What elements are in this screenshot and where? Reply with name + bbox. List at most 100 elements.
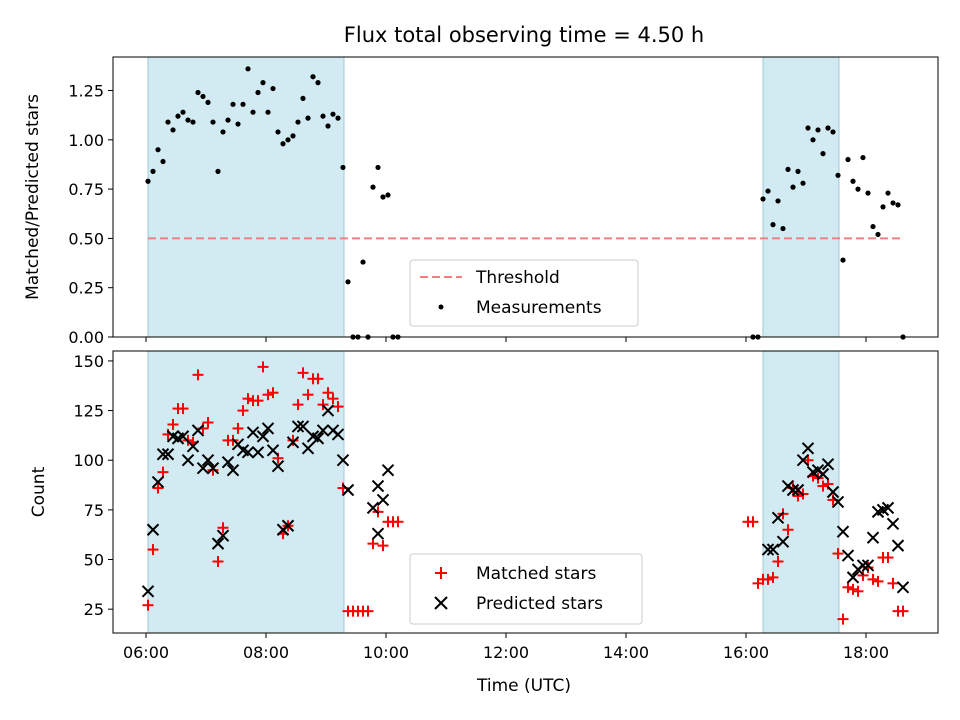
matched-star-point	[212, 556, 224, 568]
matched-star-point	[367, 538, 379, 550]
predicted-star-point	[151, 475, 165, 489]
y-tick-label: 0.25	[68, 279, 104, 298]
measurement-point	[165, 119, 171, 125]
measurement-point	[865, 190, 871, 196]
measurement-point	[345, 279, 351, 285]
measurement-point	[160, 158, 166, 165]
legend-matched-label: Matched stars	[476, 564, 596, 584]
predicted-star-point	[146, 523, 160, 536]
measurement-point	[360, 259, 366, 265]
predicted-star-point	[381, 463, 395, 477]
predicted-star-point	[301, 442, 315, 455]
x-tick-label: 14:00	[603, 643, 649, 662]
legend: Matched stars Predicted stars	[409, 553, 643, 625]
x-tick-label: 08:00	[243, 643, 289, 662]
predicted-star-point	[866, 531, 880, 544]
matched-star-point	[292, 399, 304, 411]
predicted-star-point	[776, 535, 790, 548]
measurement-point	[780, 225, 786, 232]
predicted-star-point	[861, 559, 875, 572]
y-tick-label: 125	[73, 402, 104, 421]
legend-predicted-label: Predicted stars	[476, 594, 603, 614]
predicted-star-point	[266, 444, 280, 457]
measurement-point	[875, 231, 881, 238]
predicted-star-point	[226, 463, 240, 477]
matched-star-point	[267, 387, 279, 399]
measurement-point	[810, 137, 816, 143]
y-tick-label: 0.00	[68, 328, 104, 347]
predicted-star-point	[331, 428, 345, 441]
measurement-point	[850, 178, 856, 184]
measurement-point	[790, 184, 796, 190]
matched-star-point	[207, 464, 219, 476]
matched-star-point	[867, 573, 879, 585]
measurement-point	[220, 129, 226, 135]
y-tick-label: 1.25	[68, 82, 104, 101]
predicted-star-point	[311, 432, 325, 445]
predicted-star-point	[761, 543, 775, 556]
y-axis-label: Matched/Predicted stars	[23, 94, 43, 300]
measurement-point	[800, 180, 806, 186]
matched-star-point	[332, 401, 344, 413]
matched-star-point	[242, 393, 254, 405]
legend-threshold-label: Threshold	[475, 268, 560, 288]
matched-star-point	[312, 373, 324, 385]
matched-star-point	[362, 605, 374, 617]
measurement-point	[370, 184, 376, 190]
matched-star-point	[202, 416, 214, 428]
measurement-point	[895, 202, 901, 208]
measurement-point	[770, 222, 776, 228]
predicted-star-point	[816, 467, 830, 481]
predicted-star-point	[786, 483, 800, 497]
measurement-point	[190, 119, 196, 125]
predicted-star-point	[841, 549, 855, 562]
measurement-point	[765, 188, 771, 194]
matched-star-point	[772, 556, 784, 568]
measurement-point	[320, 113, 326, 119]
predicted-star-point	[176, 430, 190, 443]
measurement-point	[820, 151, 826, 157]
measurement-point	[315, 80, 321, 86]
matched-star-point	[847, 583, 859, 595]
measurement-point	[290, 133, 296, 139]
matched-star-point	[872, 575, 884, 587]
measurement-point	[255, 89, 261, 96]
y-axis: 0.00 0.25 0.50 0.75 1.00 1.25	[68, 82, 113, 347]
matched-star-point	[257, 361, 269, 373]
measurement-point	[145, 178, 151, 184]
predicted-star-point	[216, 529, 230, 542]
predicted-star-point	[836, 525, 850, 538]
matched-star-point	[237, 405, 249, 417]
predicted-star-point	[271, 459, 285, 473]
y-tick-label: 50	[84, 551, 104, 570]
predicted-star-point	[891, 539, 905, 552]
matched-star-point	[152, 482, 164, 494]
measurement-point	[310, 74, 316, 80]
predicted-star-point	[316, 424, 330, 437]
measurement-point	[170, 127, 176, 133]
measurement-point	[870, 223, 876, 230]
predicted-star-point	[261, 422, 275, 435]
measurement-point	[335, 115, 341, 121]
measurement-point	[265, 109, 271, 115]
predicted-star-point	[791, 483, 805, 497]
matched-star-point	[217, 522, 229, 534]
measurement-point	[175, 113, 181, 119]
matched-star-point	[882, 552, 894, 564]
measurement-point	[235, 121, 241, 127]
measurement-point	[205, 99, 211, 105]
measurement-point	[230, 101, 236, 107]
predicted-star-point	[291, 420, 305, 433]
matched-star-point	[747, 516, 759, 528]
measurement-point	[210, 119, 216, 125]
y-tick-label: 100	[73, 451, 104, 470]
measurement-point	[795, 168, 801, 174]
matched-star-point	[252, 395, 264, 407]
y-tick-label: 1.00	[68, 131, 104, 150]
measurement-point	[295, 119, 301, 125]
observing-spans	[147, 57, 840, 337]
predicted-star-point	[881, 501, 895, 515]
x-tick-label: 12:00	[483, 643, 529, 662]
predicted-star-point	[821, 457, 835, 471]
